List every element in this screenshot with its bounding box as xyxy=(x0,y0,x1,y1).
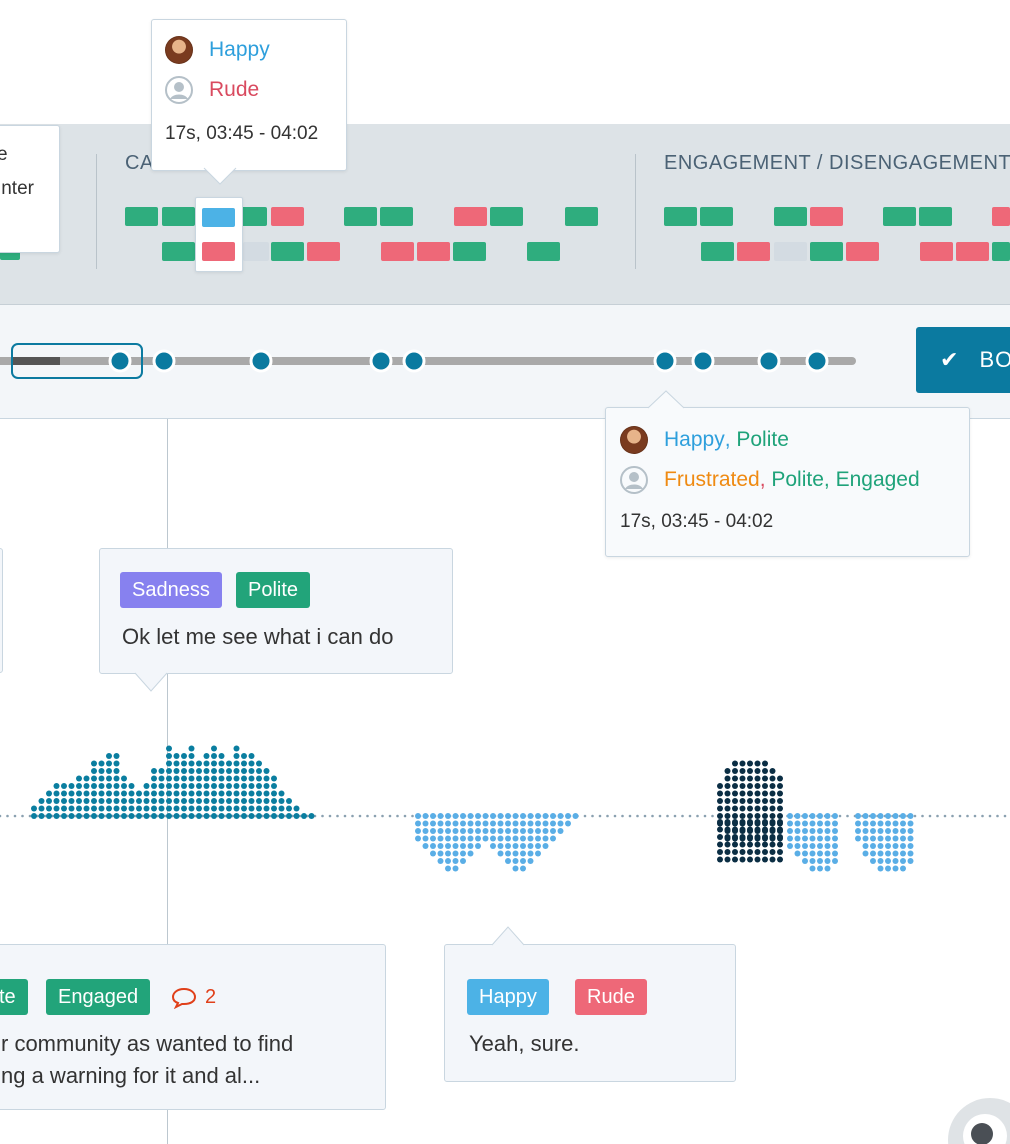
customer-utterance-line2: ng a warning for it and al... xyxy=(1,1063,261,1088)
timeline-marker[interactable] xyxy=(249,349,273,373)
selected-calm-segment[interactable] xyxy=(202,208,235,227)
calm-segment[interactable] xyxy=(125,207,158,226)
separator: , xyxy=(759,468,772,491)
engagement-segment[interactable] xyxy=(992,242,1010,261)
happy-tag[interactable]: Happy xyxy=(467,979,549,1015)
engagement-segment[interactable] xyxy=(883,207,916,226)
calm-segment[interactable] xyxy=(527,242,560,261)
user-icon xyxy=(620,466,648,494)
band-divider xyxy=(96,154,97,269)
agent-politeness: Polite xyxy=(736,428,789,451)
customer-speech-bubble[interactable]: Happy Rude Yeah, sure. xyxy=(444,944,736,1082)
engagement-title: ENGAGEMENT / DISENGAGEMENT xyxy=(664,152,1010,174)
left-card-line2: inter xyxy=(0,178,34,199)
engagement-segment[interactable] xyxy=(919,207,952,226)
playhead-line xyxy=(167,1110,168,1144)
customer-utterance: Yeah, sure. xyxy=(469,1031,580,1056)
timeline-selection[interactable] xyxy=(11,343,143,379)
calm-segment[interactable] xyxy=(565,207,598,226)
agent-avatar xyxy=(620,426,648,454)
timeline-marker[interactable] xyxy=(152,349,176,373)
playhead-line xyxy=(167,419,168,549)
customer-speech-bubble[interactable]: te Engaged 2 r community as wanted to fi… xyxy=(0,944,386,1110)
timeline-marker[interactable] xyxy=(805,349,829,373)
check-icon: ✔ xyxy=(940,347,960,372)
user-icon xyxy=(165,76,193,104)
engagement-segment[interactable] xyxy=(774,207,807,226)
disengagement-segment[interactable] xyxy=(846,242,879,261)
timeline-marker[interactable] xyxy=(691,349,715,373)
calm-segment[interactable] xyxy=(344,207,377,226)
polite-tag[interactable]: Polite xyxy=(236,572,311,608)
rude-tag[interactable]: Rude xyxy=(575,979,647,1015)
timeline-marker[interactable] xyxy=(653,349,677,373)
tooltip-agent-row: Happy xyxy=(165,36,270,64)
timeline-marker[interactable] xyxy=(402,349,426,373)
calm-segment[interactable] xyxy=(453,242,486,261)
agent-emotion: Happy xyxy=(664,428,725,451)
band-divider xyxy=(635,154,636,269)
tooltip-customer-row: Rude xyxy=(165,76,259,104)
calm-segment[interactable] xyxy=(380,207,413,226)
customer-utterance-line1: r community as wanted to find xyxy=(1,1031,294,1056)
agent-emotion: Happy xyxy=(209,38,270,61)
agent-speech-bubble[interactable]: Sadness Polite Ok let me see what i can … xyxy=(99,548,453,674)
engagement-segment[interactable] xyxy=(701,242,734,261)
engagement-segment[interactable] xyxy=(700,207,733,226)
disengagement-segment[interactable] xyxy=(992,207,1010,226)
engagement-segment[interactable] xyxy=(810,242,843,261)
segment-tooltip: Happy Rude 17s, 03:45 - 04:02 xyxy=(151,19,347,171)
timeline-marker[interactable] xyxy=(757,349,781,373)
left-card-line1: e xyxy=(0,144,8,165)
agitation-segment[interactable] xyxy=(381,242,414,261)
selected-agitation-segment[interactable] xyxy=(202,242,235,261)
customer-emotion: Frustrated xyxy=(664,468,760,491)
comments-button[interactable]: 2 xyxy=(171,986,216,1009)
engagement-segment[interactable] xyxy=(664,207,697,226)
neutral-segment[interactable] xyxy=(774,242,807,261)
polite-tag[interactable]: te xyxy=(0,979,28,1015)
customer-emotion: Rude xyxy=(209,78,260,101)
comment-icon xyxy=(171,987,197,1009)
timeline-tooltip: Happy, Polite Frustrated, Polite, Engage… xyxy=(605,407,970,557)
agitation-segment[interactable] xyxy=(271,207,304,226)
calm-segment[interactable] xyxy=(238,207,267,226)
customer-traits: Polite, Engaged xyxy=(771,468,920,491)
calm-segment[interactable] xyxy=(490,207,523,226)
agent-avatar xyxy=(165,36,193,64)
calm-segment[interactable] xyxy=(162,207,195,226)
agent-utterance: Ok let me see what i can do xyxy=(122,624,394,649)
comment-count: 2 xyxy=(205,986,217,1008)
disengagement-segment[interactable] xyxy=(920,242,953,261)
calm-segment[interactable] xyxy=(162,242,195,261)
timeline-tooltip-agent-row: Happy, Polite xyxy=(620,426,789,454)
calm-segment[interactable] xyxy=(271,242,304,261)
selected-segment-card[interactable] xyxy=(195,197,243,272)
neutral-segment[interactable] xyxy=(243,242,269,261)
engaged-tag[interactable]: Engaged xyxy=(46,979,151,1015)
disengagement-segment[interactable] xyxy=(956,242,989,261)
separator: , xyxy=(724,428,737,451)
agitation-segment[interactable] xyxy=(307,242,340,261)
timeline-tooltip-meta: 17s, 03:45 - 04:02 xyxy=(620,511,774,532)
timeline-marker[interactable] xyxy=(369,349,393,373)
confirm-button-label: BO xyxy=(979,347,1010,372)
timeline-marker[interactable] xyxy=(108,349,132,373)
sadness-tag[interactable]: Sadness xyxy=(120,572,222,608)
disengagement-segment[interactable] xyxy=(737,242,770,261)
confirm-button[interactable]: ✔ BO xyxy=(916,327,1010,393)
agitation-segment[interactable] xyxy=(454,207,487,226)
partial-bubble xyxy=(0,548,3,673)
tooltip-meta: 17s, 03:45 - 04:02 xyxy=(165,123,319,144)
agitation-segment[interactable] xyxy=(417,242,450,261)
disengagement-segment[interactable] xyxy=(810,207,843,226)
timeline-tooltip-customer-row: Frustrated, Polite, Engaged xyxy=(620,466,920,494)
left-info-card: e inter xyxy=(0,125,60,253)
